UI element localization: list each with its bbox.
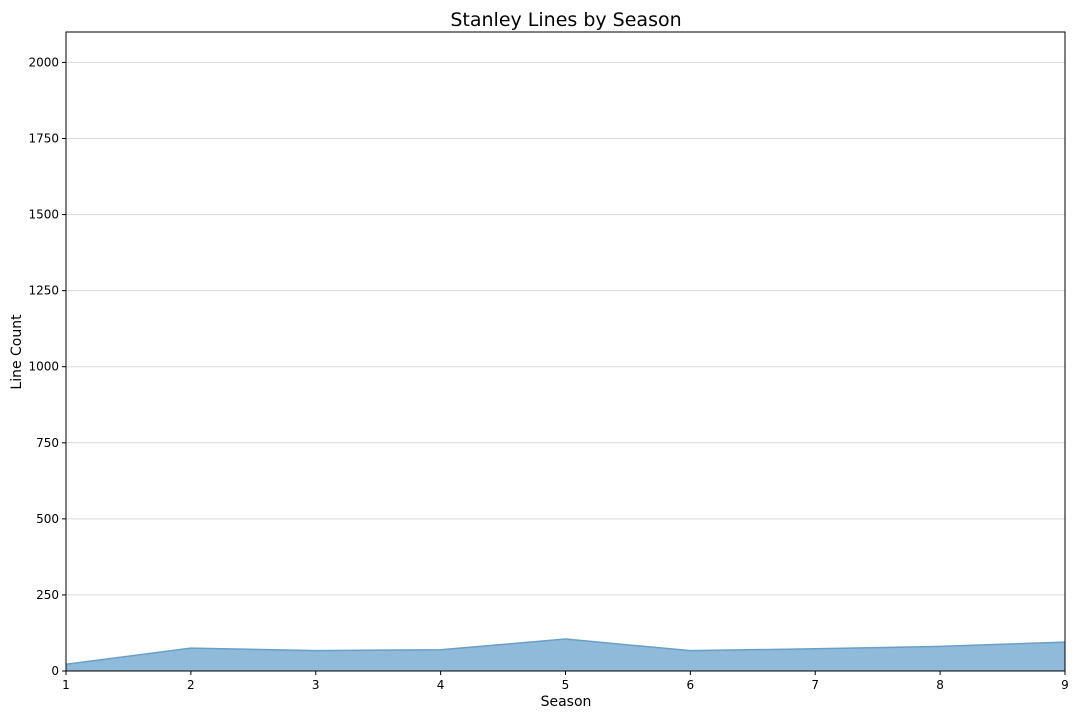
y-tick-label-1500: 1500	[28, 208, 59, 222]
y-tick-label-1250: 1250	[28, 284, 59, 298]
x-tick-label-2: 2	[187, 678, 195, 692]
x-tick-label-3: 3	[312, 678, 320, 692]
y-tick-label-250: 250	[36, 588, 59, 602]
y-tick-label-0: 0	[51, 664, 59, 678]
x-axis-label: Season	[541, 694, 592, 710]
chart-title: Stanley Lines by Season	[450, 9, 681, 31]
plot-frame	[65, 31, 1066, 672]
x-tick-label-1: 1	[62, 678, 70, 692]
y-axis-ticks: 0 250 500 750 1000 1250 1500 1750 2000	[28, 55, 66, 678]
y-axis-label: Line Count	[9, 314, 25, 390]
area-fill-series-0	[66, 639, 1065, 671]
x-tick-label-5: 5	[562, 678, 570, 692]
y-tick-label-1000: 1000	[28, 360, 59, 374]
area-series	[65, 638, 1066, 671]
x-tick-label-7: 7	[811, 678, 819, 692]
x-tick-label-9: 9	[1061, 678, 1069, 692]
y-tick-label-750: 750	[36, 436, 59, 450]
y-tick-label-1750: 1750	[28, 132, 59, 146]
y-tick-label-2000: 2000	[28, 55, 59, 69]
x-tick-label-8: 8	[936, 678, 944, 692]
grid-lines	[66, 61, 1065, 672]
y-tick-label-500: 500	[36, 512, 59, 526]
x-axis-ticks: 1 2 3 4 5 6 7 8 9	[62, 671, 1069, 692]
x-tick-label-4: 4	[437, 678, 445, 692]
x-tick-label-6: 6	[687, 678, 695, 692]
plot-area-border	[65, 31, 1066, 672]
